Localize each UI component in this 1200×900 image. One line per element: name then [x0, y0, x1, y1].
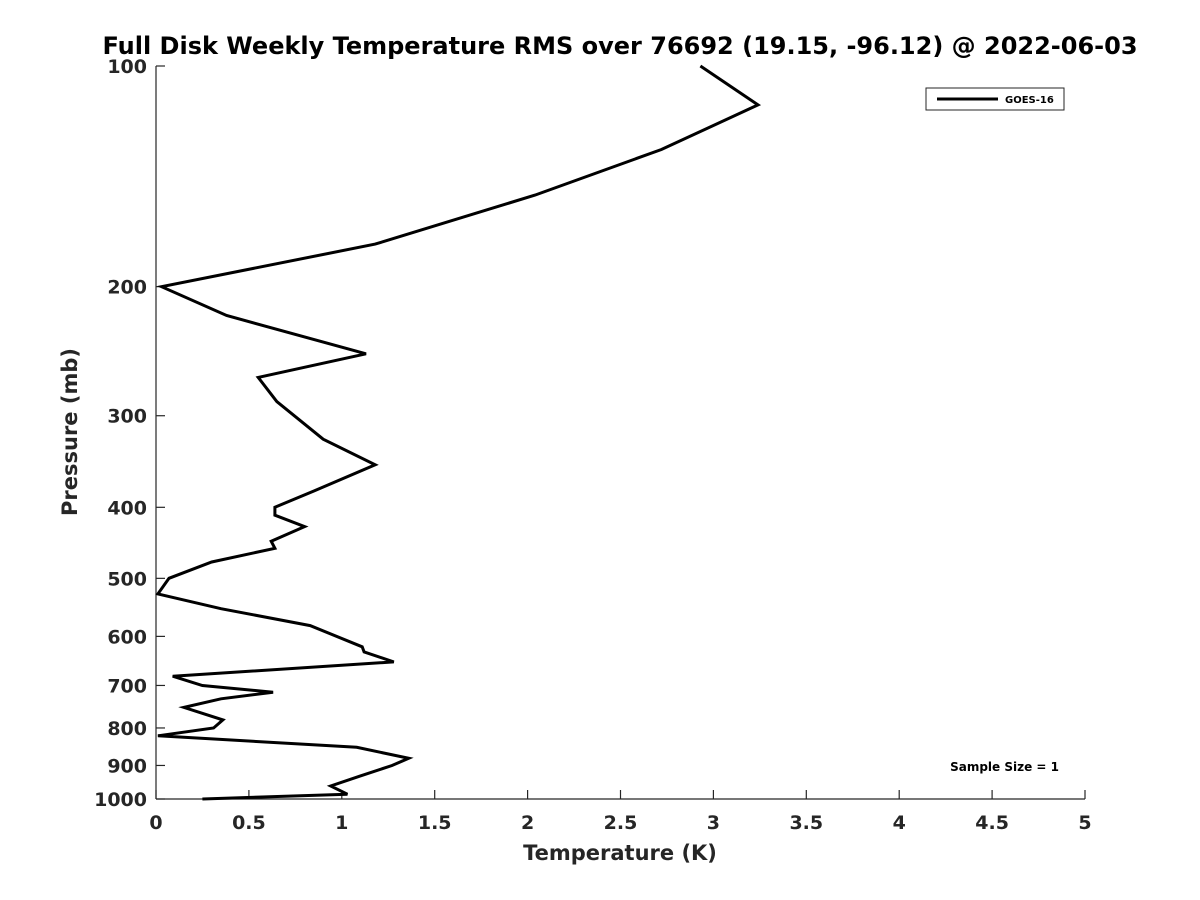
plot-axes [155, 66, 1085, 800]
y-axis-ticks: 100 200 300 400 500 600 700 800 900 1000 [94, 56, 165, 811]
sample-size-annotation: Sample Size = 1 [950, 760, 1059, 774]
x-tick-label: 4.5 [975, 812, 1009, 834]
x-tick-label: 2 [521, 812, 534, 834]
y-tick-label: 900 [107, 755, 147, 777]
x-tick-label: 3 [707, 812, 720, 834]
x-tick-label: 3.5 [789, 812, 823, 834]
y-tick-label: 700 [107, 675, 147, 697]
series-line-goes-16 [155, 64, 762, 801]
x-tick-label: 0.5 [232, 812, 266, 834]
y-tick-label: 100 [107, 56, 147, 78]
x-tick-label: 5 [1078, 812, 1091, 834]
y-tick-label: 500 [107, 568, 147, 590]
x-axis-label: Temperature (K) [523, 841, 717, 865]
chart-title: Full Disk Weekly Temperature RMS over 76… [102, 32, 1137, 60]
y-tick-label: 400 [107, 497, 147, 519]
y-tick-label: 600 [107, 626, 147, 648]
y-tick-label: 800 [107, 718, 147, 740]
x-tick-label: 0 [149, 812, 162, 834]
x-tick-label: 4 [893, 812, 906, 834]
y-tick-label: 300 [107, 406, 147, 428]
legend-entry-goes-16: GOES-16 [1005, 95, 1054, 106]
x-axis-ticks: 0 0.5 1 1.5 2 2.5 3 3.5 4 4.5 5 [149, 790, 1092, 834]
x-tick-label: 1.5 [418, 812, 452, 834]
y-axis-label: Pressure (mb) [58, 348, 82, 516]
legend: GOES-16 [925, 87, 1065, 111]
y-tick-label: 1000 [94, 789, 147, 811]
y-tick-label: 200 [107, 277, 147, 299]
x-tick-label: 1 [335, 812, 348, 834]
x-tick-label: 2.5 [604, 812, 638, 834]
